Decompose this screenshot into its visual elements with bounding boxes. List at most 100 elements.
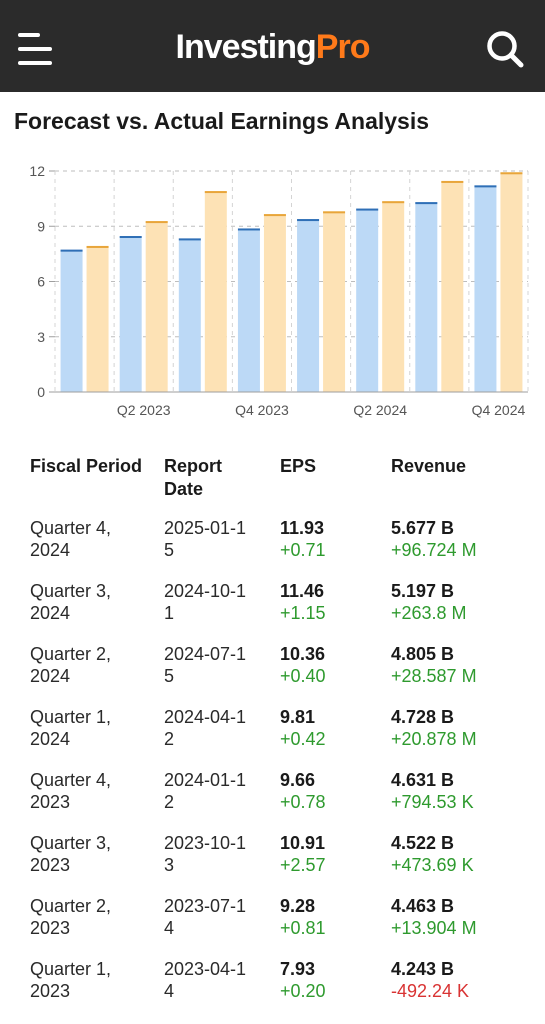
bar-cap bbox=[86, 245, 109, 248]
header-report-date: Report Date bbox=[164, 456, 222, 499]
table-body: Quarter 4, 2024 2025-01-15 11.93 +0.71 5.677… bbox=[30, 517, 540, 1021]
table-row[interactable]: Quarter 1, 2024 2024-04-12 9.81 +0.42 4.728 … bbox=[30, 706, 540, 769]
page-title: Forecast vs. Actual Earnings Analysis bbox=[14, 108, 430, 134]
eps-value: 9.81 bbox=[280, 707, 316, 727]
bar-cap bbox=[263, 214, 286, 217]
cell-revenue: 4.243 B -492.24 K bbox=[391, 958, 541, 1002]
cell-revenue: 4.728 B +20.878 M bbox=[391, 706, 541, 750]
x-tick-label: Q2 2023 bbox=[117, 402, 171, 418]
eps-difference: +0.42 bbox=[280, 729, 326, 749]
cell-revenue: 4.522 B +473.69 K bbox=[391, 832, 541, 876]
bar-forecast bbox=[356, 208, 379, 392]
revenue-difference: +263.8 M bbox=[391, 603, 467, 623]
x-tick-label: Q4 2023 bbox=[235, 402, 289, 418]
earnings-bar-chart: 0 3 6 9 12 Q2 2023 Q4 2023 Q2 2024 Q4 2024 bbox=[29, 163, 529, 418]
header-fiscal-period: Fiscal Period bbox=[30, 456, 143, 476]
cell-revenue: 4.631 B +794.53 K bbox=[391, 769, 541, 813]
bar-actual bbox=[204, 191, 227, 392]
bar-forecast bbox=[60, 249, 83, 392]
top-app-bar: InvestingPro bbox=[0, 0, 545, 92]
x-tick-label: Q2 2024 bbox=[353, 402, 407, 418]
table-row[interactable]: Quarter 4, 2024 2025-01-15 11.93 +0.71 5.677… bbox=[30, 517, 540, 580]
eps-difference: +1.15 bbox=[280, 603, 326, 623]
menu-icon[interactable] bbox=[18, 31, 54, 67]
bar-forecast bbox=[237, 228, 260, 392]
cell-report-date: 2024-07-15 bbox=[164, 644, 247, 686]
eps-difference: +0.78 bbox=[280, 792, 326, 812]
bar-actual bbox=[323, 211, 346, 392]
investingpro-logo[interactable]: InvestingPro bbox=[0, 28, 545, 67]
bar-cap bbox=[119, 236, 142, 239]
bar-actual bbox=[441, 180, 464, 392]
bar-cap bbox=[237, 228, 260, 231]
eps-value: 9.66 bbox=[280, 770, 316, 790]
cell-report-date: 2023-04-14 bbox=[164, 959, 247, 1001]
cell-fiscal-period: Quarter 1, 2024 bbox=[30, 707, 112, 749]
table-row[interactable]: Quarter 3, 2023 2023-10-13 10.91 +2.57 4.522… bbox=[30, 832, 540, 895]
revenue-value: 4.463 B bbox=[391, 896, 455, 916]
cell-report-date: 2023-07-14 bbox=[164, 896, 247, 938]
bar-actual bbox=[382, 201, 405, 392]
bar-cap bbox=[323, 211, 346, 214]
y-tick-label: 12 bbox=[29, 163, 45, 179]
eps-value: 9.28 bbox=[280, 896, 316, 916]
table-row[interactable]: Quarter 2, 2024 2024-07-15 10.36 +0.40 4.805… bbox=[30, 643, 540, 706]
bar-cap bbox=[297, 219, 320, 222]
table-row[interactable]: Quarter 2, 2023 2023-07-14 9.28 +0.81 4.463 … bbox=[30, 895, 540, 958]
bar-cap bbox=[500, 172, 523, 175]
cell-revenue: 5.197 B +263.8 M bbox=[391, 580, 541, 624]
eps-value: 11.93 bbox=[280, 518, 325, 538]
bar-actual bbox=[263, 214, 286, 392]
cell-fiscal-period: Quarter 3, 2024 bbox=[30, 581, 112, 623]
table-header: Fiscal Period Report Date EPS Revenue bbox=[30, 455, 540, 517]
bar-forecast bbox=[415, 202, 438, 392]
search-icon[interactable] bbox=[484, 28, 526, 70]
cell-report-date: 2025-01-15 bbox=[164, 518, 247, 560]
bar-cap bbox=[382, 201, 405, 204]
table-row[interactable]: Quarter 3, 2024 2024-10-11 11.46 +1.15 5.197… bbox=[30, 580, 540, 643]
cell-eps: 10.36 +0.40 bbox=[280, 643, 380, 687]
cell-fiscal-period: Quarter 3, 2023 bbox=[30, 833, 112, 875]
revenue-difference: +794.53 K bbox=[391, 792, 474, 812]
cell-report-date: 2024-10-11 bbox=[164, 581, 247, 623]
bar-cap bbox=[474, 185, 497, 188]
revenue-value: 4.728 B bbox=[391, 707, 455, 727]
cell-eps: 7.93 +0.20 bbox=[280, 958, 380, 1002]
cell-eps: 11.46 +1.15 bbox=[280, 580, 380, 624]
header-revenue: Revenue bbox=[391, 456, 467, 476]
cell-eps: 10.91 +2.57 bbox=[280, 832, 380, 876]
bar-actual bbox=[145, 221, 168, 392]
revenue-difference: -492.24 K bbox=[391, 981, 470, 1001]
cell-fiscal-period: Quarter 2, 2024 bbox=[30, 644, 112, 686]
revenue-value: 4.631 B bbox=[391, 770, 455, 790]
y-tick-label: 0 bbox=[37, 384, 45, 400]
cell-revenue: 4.805 B +28.587 M bbox=[391, 643, 541, 687]
bar-cap bbox=[415, 202, 438, 205]
bar-cap bbox=[145, 221, 168, 224]
revenue-value: 4.243 B bbox=[391, 959, 455, 979]
revenue-difference: +473.69 K bbox=[391, 855, 474, 875]
revenue-difference: +96.724 M bbox=[391, 540, 477, 560]
eps-difference: +0.81 bbox=[280, 918, 326, 938]
eps-value: 7.93 bbox=[280, 959, 316, 979]
revenue-difference: +13.904 M bbox=[391, 918, 477, 938]
bar-actual bbox=[500, 172, 523, 392]
revenue-value: 5.677 B bbox=[391, 518, 455, 538]
cell-eps: 9.81 +0.42 bbox=[280, 706, 380, 750]
table-row[interactable]: Quarter 4, 2023 2024-01-12 9.66 +0.78 4.631 … bbox=[30, 769, 540, 832]
cell-revenue: 4.463 B +13.904 M bbox=[391, 895, 541, 939]
eps-value: 10.36 bbox=[280, 644, 326, 664]
logo-text-pro: Pro bbox=[315, 28, 371, 66]
revenue-value: 5.197 B bbox=[391, 581, 455, 601]
table-row[interactable]: Quarter 1, 2023 2023-04-14 7.93 +0.20 4.243 … bbox=[30, 958, 540, 1021]
cell-fiscal-period: Quarter 1, 2023 bbox=[30, 959, 112, 1001]
y-tick-label: 9 bbox=[37, 218, 45, 234]
bar-cap bbox=[204, 191, 227, 194]
bar-cap bbox=[178, 238, 201, 241]
cell-eps: 9.66 +0.78 bbox=[280, 769, 380, 813]
eps-difference: +0.71 bbox=[280, 540, 326, 560]
y-tick-label: 6 bbox=[37, 274, 45, 290]
bar-cap bbox=[441, 180, 464, 183]
x-tick-label: Q4 2024 bbox=[472, 402, 526, 418]
cell-eps: 11.93 +0.71 bbox=[280, 517, 380, 561]
